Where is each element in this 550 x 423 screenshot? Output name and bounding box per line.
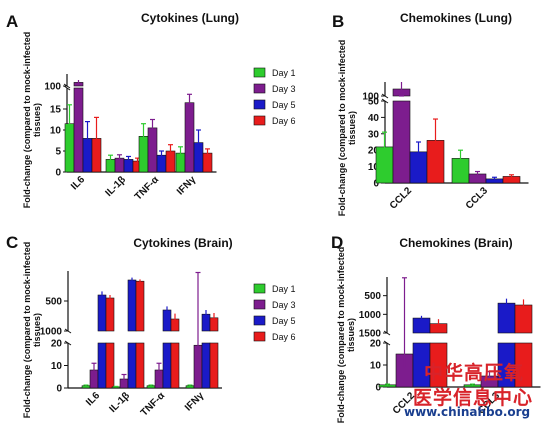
y-axis-label: Fold-change (compared to mock-infectedti… <box>337 40 357 217</box>
axis-break-mark <box>63 85 71 91</box>
legend-label: Day 3 <box>272 300 296 310</box>
y-tick-label: 50 <box>368 97 380 108</box>
y-tick-label: 20 <box>368 146 380 157</box>
bar <box>170 342 180 389</box>
panel-a: A Cytokines (Lung) Fold-change (compared t… <box>6 11 239 208</box>
y-tick-label: 30 <box>368 129 380 140</box>
x-tick-label: IL6 <box>84 390 102 408</box>
bar <box>127 279 137 332</box>
watermark-line-1: 中华高压氧 <box>424 362 525 384</box>
x-tick-label: IFNγ <box>183 390 206 413</box>
panel-letter: B <box>332 12 344 31</box>
legend-label: Day 1 <box>272 68 296 78</box>
x-tick-label: CCL3 <box>464 185 491 212</box>
legend-label: Day 3 <box>272 84 296 94</box>
panel-title: Cytokines (Brain) <box>133 236 232 250</box>
bar <box>184 102 195 173</box>
legend: Day 1 Day 3 Day 5 Day 6 <box>253 283 296 342</box>
legend-label: Day 6 <box>272 116 296 126</box>
legend-swatch <box>253 331 266 342</box>
y-axis-label: Fold-change (compared to mock-infectedti… <box>22 242 42 419</box>
x-tick-label: IL-1β <box>107 390 132 415</box>
x-tick-label: TNF-α <box>139 390 168 419</box>
legend-label: Day 5 <box>272 100 296 110</box>
bar <box>209 342 219 389</box>
y-tick-label: 1000 <box>40 327 63 338</box>
bar <box>135 342 145 389</box>
panel-c: C Cytokines (Brain) Fold-change (compared … <box>6 233 233 419</box>
bar <box>105 297 115 332</box>
bar <box>392 100 411 184</box>
y-tick-label: 20 <box>51 339 63 350</box>
y-tick-label: 1500 <box>359 329 382 340</box>
panel-letter: D <box>331 233 343 252</box>
watermark-line-2: 医学信息中心 <box>413 387 534 409</box>
legend-label: Day 1 <box>272 284 296 294</box>
bar <box>135 280 145 332</box>
y-tick-label: 0 <box>375 383 381 394</box>
legend-swatch <box>253 283 266 294</box>
bar <box>162 342 172 389</box>
panel-b: B Chemokines (Lung) Fold-change (compared … <box>332 11 529 216</box>
legend-swatch <box>253 315 266 326</box>
legend-label: Day 5 <box>272 316 296 326</box>
x-tick-label: TNF-α <box>133 174 162 203</box>
y-tick-label: 500 <box>45 297 62 308</box>
bar <box>97 342 107 389</box>
panel-title: Chemokines (Brain) <box>399 236 512 250</box>
y-tick-label: 500 <box>364 291 381 302</box>
bar <box>514 342 533 388</box>
y-tick-label: 0 <box>55 168 61 179</box>
legend-swatch <box>253 67 266 78</box>
y-tick-label: 1000 <box>359 310 382 321</box>
panel-letter: A <box>6 12 18 31</box>
panel-letter: C <box>6 233 18 252</box>
legend: Day 1 Day 3 Day 5 Day 6 <box>253 67 296 126</box>
y-tick-label: 40 <box>368 113 380 124</box>
bar <box>127 342 137 389</box>
y-tick-label: 10 <box>370 361 382 372</box>
bar <box>73 87 84 173</box>
legend-swatch <box>253 83 266 94</box>
watermark-url: www.chinahbo.org <box>404 405 531 419</box>
x-tick-label: CCL2 <box>388 185 415 212</box>
legend-label: Day 6 <box>272 332 296 342</box>
bar <box>201 342 211 389</box>
y-tick-label: 15 <box>50 105 62 116</box>
x-tick-label: IFNγ <box>175 174 198 197</box>
y-tick-label: 10 <box>51 361 63 372</box>
panel-title: Cytokines (Lung) <box>141 11 239 25</box>
y-tick-label: 0 <box>373 179 379 190</box>
x-tick-label: IL6 <box>69 174 87 192</box>
legend-swatch <box>253 299 266 310</box>
legend-swatch <box>253 99 266 110</box>
legend-swatch <box>253 115 266 126</box>
x-tick-label: IL-1β <box>103 174 128 199</box>
bar <box>429 342 448 388</box>
bar <box>105 342 115 389</box>
y-axis-label: Fold-change (compared to mock-infectedti… <box>22 32 42 209</box>
y-tick-label: 5 <box>55 147 61 158</box>
panel-title: Chemokines (Lung) <box>400 11 512 25</box>
y-tick-label: 100 <box>44 82 61 93</box>
bar <box>97 294 107 332</box>
y-tick-label: 20 <box>370 339 382 350</box>
y-tick-label: 10 <box>50 126 62 137</box>
y-tick-label: 100 <box>362 92 379 103</box>
y-tick-label: 0 <box>56 384 62 395</box>
y-axis-label: Fold-change (compared to mock-infectedti… <box>336 247 356 423</box>
y-tick-label: 10 <box>368 162 380 173</box>
